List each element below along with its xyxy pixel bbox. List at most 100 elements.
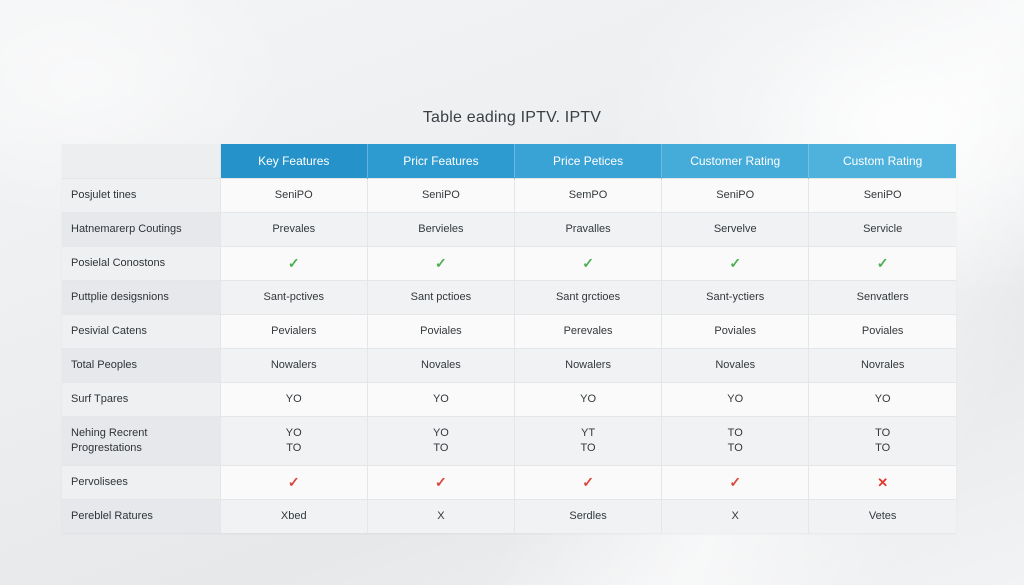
check-icon: ✓ bbox=[729, 474, 742, 491]
table-cell: Serdles bbox=[514, 499, 663, 533]
cell-line: TO bbox=[875, 442, 891, 454]
table-cell: Servicle bbox=[808, 212, 956, 247]
table-cell: TO TO bbox=[808, 416, 956, 466]
table-cell: Sant-pctives bbox=[220, 280, 368, 315]
table-cell: ✓ bbox=[661, 246, 810, 281]
table-cell: YO TO bbox=[367, 416, 515, 466]
table-cell: Senvatlers bbox=[808, 280, 956, 315]
check-icon: ✓ bbox=[287, 255, 300, 272]
table-cell: YO bbox=[367, 382, 515, 417]
table-cell: YO bbox=[514, 382, 663, 417]
table-cell: YT TO bbox=[514, 416, 663, 466]
table-cell: ✓ bbox=[367, 465, 515, 500]
row-label: Hatnemarerp Coutings bbox=[62, 212, 221, 247]
table-cell: Bervieles bbox=[367, 212, 515, 247]
table-cell: Perevales bbox=[514, 314, 663, 349]
page-title: Table eading IPTV. IPTV bbox=[422, 109, 602, 126]
table-cell: Novales bbox=[367, 348, 515, 383]
table-cell: Poviales bbox=[661, 314, 810, 349]
table-cell: TO TO bbox=[661, 416, 810, 466]
table-cell: YO TO bbox=[220, 416, 368, 466]
table-cell: ✕ bbox=[808, 465, 956, 500]
table-row: Surf Tpares YO YO YO YO YO bbox=[62, 382, 956, 417]
table-cell: X bbox=[661, 499, 810, 533]
table-cell: Sant-yctiers bbox=[661, 280, 810, 315]
cell-line: TO bbox=[580, 442, 596, 454]
table-cell: Servelve bbox=[661, 212, 810, 247]
table-cell: Prevales bbox=[220, 212, 368, 247]
table-cell: ✓ bbox=[367, 246, 515, 281]
cell-line: TO bbox=[286, 442, 302, 454]
table-row: Hatnemarerp Coutings Prevales Bervieles … bbox=[62, 212, 956, 247]
column-header: Key Features bbox=[220, 144, 368, 179]
check-icon: ✓ bbox=[435, 255, 447, 272]
table-cell: SeniPO bbox=[367, 178, 515, 213]
row-label: Posjulet tines bbox=[62, 178, 221, 213]
table-cell: Xbed bbox=[220, 499, 368, 533]
cell-line: TO bbox=[433, 442, 449, 454]
column-header: Custom Rating bbox=[808, 144, 956, 179]
table-cell: ✓ bbox=[661, 465, 810, 500]
table-cell: Vetes bbox=[808, 499, 956, 533]
table-cell: Pravalles bbox=[514, 212, 663, 247]
cell-line: YO bbox=[285, 427, 302, 440]
row-label: Pervolisees bbox=[62, 465, 221, 500]
table-cell: Novales bbox=[661, 348, 810, 383]
table-row: Posjulet tines SeniPO SeniPO SemPO SeniP… bbox=[62, 178, 956, 213]
table-row: Posielal Conostons ✓ ✓ ✓ ✓ ✓ bbox=[62, 246, 956, 281]
table-cell: SeniPO bbox=[661, 178, 810, 213]
row-label: Posielal Conostons bbox=[62, 246, 221, 281]
row-label-line: Progrestations bbox=[71, 442, 142, 454]
table-cell: Nowalers bbox=[220, 348, 368, 383]
table-cell: ✓ bbox=[808, 246, 956, 281]
header-row: Key Features Pricr Features Price Petice… bbox=[62, 144, 956, 179]
table-cell: Sant pctioes bbox=[367, 280, 515, 315]
table-cell: Poviales bbox=[367, 314, 515, 349]
cell-line: TO bbox=[727, 427, 743, 440]
table-cell: Poviales bbox=[808, 314, 956, 349]
check-icon: ✓ bbox=[729, 255, 742, 272]
table-cell: Nowalers bbox=[514, 348, 663, 383]
row-label: Nehing Recrent Progrestations bbox=[62, 416, 221, 466]
table-cell: ✓ bbox=[514, 465, 663, 500]
table-cell: YO bbox=[661, 382, 810, 417]
table-cell: Pevialers bbox=[220, 314, 368, 349]
table-row: Pesivial Catens Pevialers Poviales Perev… bbox=[62, 314, 956, 349]
cross-icon: ✕ bbox=[877, 474, 889, 490]
column-header: Customer Rating bbox=[661, 144, 810, 179]
check-icon: ✓ bbox=[582, 255, 594, 272]
row-label: Surf Tpares bbox=[62, 382, 221, 417]
row-label: Pereblel Ratures bbox=[62, 499, 221, 533]
row-label: Total Peoples bbox=[62, 348, 221, 383]
cell-line: TO bbox=[875, 427, 891, 440]
check-icon: ✓ bbox=[876, 255, 889, 272]
comparison-table: Key Features Pricr Features Price Petice… bbox=[62, 144, 956, 533]
row-label-line: Nehing Recrent bbox=[71, 427, 148, 440]
table-cell: X bbox=[367, 499, 515, 533]
table-cell: SemPO bbox=[514, 178, 663, 213]
row-label: Pesivial Catens bbox=[62, 314, 221, 349]
check-icon: ✓ bbox=[287, 474, 300, 491]
cell-line: YO bbox=[432, 427, 449, 440]
cell-line: TO bbox=[727, 442, 743, 454]
row-label: Puttplie desigsnions bbox=[62, 280, 221, 315]
cell-line: YT bbox=[581, 427, 596, 440]
header-corner-cell bbox=[62, 144, 221, 179]
column-header: Pricr Features bbox=[367, 144, 515, 179]
table-row: Pervolisees ✓ ✓ ✓ ✓ ✕ bbox=[62, 465, 956, 500]
table-cell: ✓ bbox=[220, 246, 368, 281]
table-row: Puttplie desigsnions Sant-pctives Sant p… bbox=[62, 280, 956, 315]
table-cell: ✓ bbox=[514, 246, 663, 281]
check-icon: ✓ bbox=[582, 474, 594, 491]
table-cell: Sant grctioes bbox=[514, 280, 663, 315]
column-header: Price Petices bbox=[514, 144, 663, 179]
table-cell: YO bbox=[808, 382, 956, 417]
table-cell: SeniPO bbox=[808, 178, 956, 213]
table-cell: YO bbox=[220, 382, 368, 417]
check-icon: ✓ bbox=[435, 474, 447, 491]
table-cell: ✓ bbox=[220, 465, 368, 500]
table-row: Nehing Recrent Progrestations YO TO YO T… bbox=[62, 416, 956, 466]
table-row: Pereblel Ratures Xbed X Serdles X Vetes bbox=[62, 499, 956, 533]
table-cell: Novrales bbox=[808, 348, 956, 383]
table-row: Total Peoples Nowalers Novales Nowalers … bbox=[62, 348, 956, 383]
